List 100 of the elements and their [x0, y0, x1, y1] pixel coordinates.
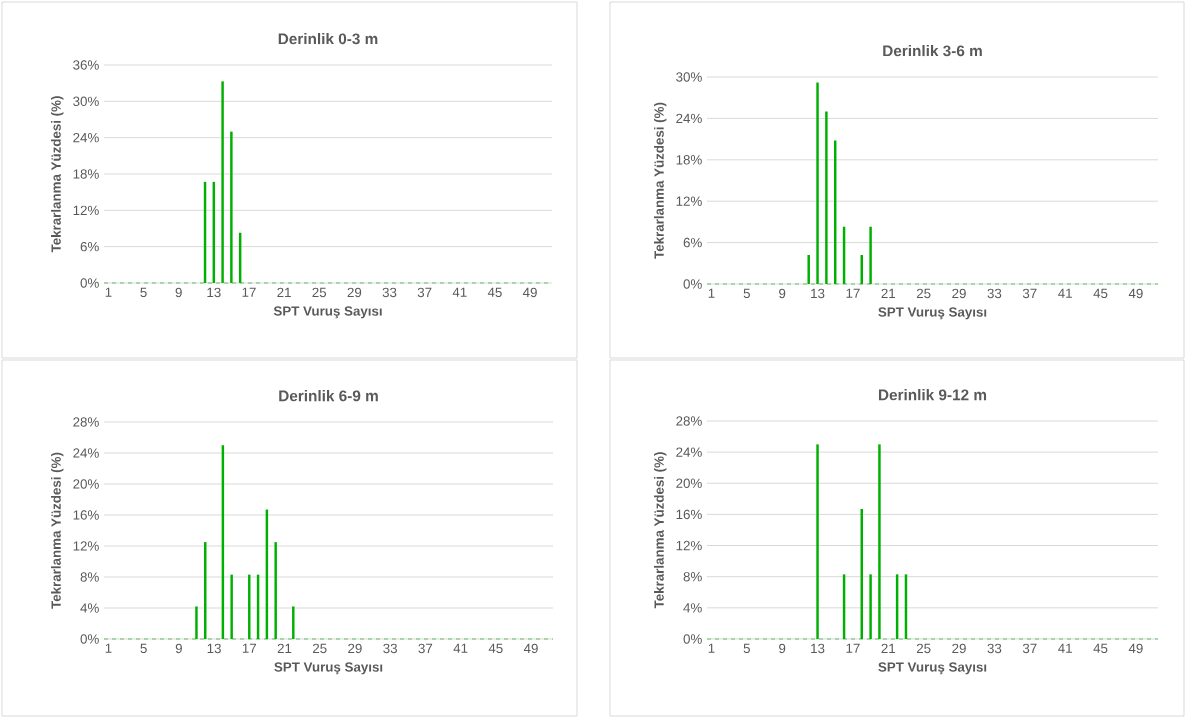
bar: [292, 606, 295, 639]
x-tick-label: 49: [523, 643, 538, 654]
x-tick-label: 33: [382, 287, 397, 298]
y-axis-title: Tekrarlanma Yüzdesi (%): [654, 452, 667, 609]
bar: [230, 574, 233, 639]
bar: [816, 444, 819, 639]
x-tick-label: 41: [1058, 643, 1072, 653]
x-tick-label: 17: [242, 643, 257, 653]
x-tick-label: 5: [140, 643, 147, 653]
y-tick-label: 12%: [73, 205, 99, 216]
x-tick-label: 29: [347, 287, 362, 298]
x-tick-label: 45: [1093, 643, 1108, 653]
x-axis-title: SPT Vuruş Sayısı: [878, 307, 987, 320]
y-tick-label: 24%: [676, 113, 702, 124]
x-tick-label: 9: [175, 643, 182, 654]
x-tick-label: 13: [811, 643, 825, 654]
x-tick-label: 17: [242, 287, 256, 297]
chart-title: Derinlik 6-9 m: [279, 390, 378, 402]
x-tick-label: 5: [140, 287, 147, 297]
x-tick-label: 33: [987, 643, 1002, 654]
x-tick-label: 21: [277, 643, 292, 653]
x-tick-label: 41: [452, 287, 467, 297]
x-axis-title: SPT Vuruş Sayısı: [274, 662, 383, 675]
y-axis-title: Tekrarlanma Yüzdesi (%): [51, 452, 64, 609]
x-tick-label: 9: [779, 643, 786, 654]
y-tick-label: 18%: [676, 155, 702, 165]
y-tick-label: 12%: [676, 540, 702, 551]
y-tick-label: 24%: [73, 132, 99, 143]
y-tick-label: 20%: [676, 478, 702, 488]
bar: [221, 81, 224, 283]
x-tick-label: 37: [1022, 643, 1037, 654]
x-tick-label: 5: [743, 643, 750, 653]
y-tick-label: 24%: [676, 447, 702, 457]
x-tick-label: 21: [881, 288, 896, 298]
x-tick-label: 1: [105, 643, 112, 653]
y-tick-label: 6%: [683, 237, 702, 248]
x-tick-label: 41: [1058, 288, 1072, 298]
x-tick-label: 41: [453, 643, 468, 653]
bar: [878, 444, 881, 639]
y-tick-label: 16%: [73, 510, 99, 520]
x-tick-label: 45: [488, 643, 503, 653]
y-tick-label: 8%: [80, 572, 99, 582]
y-tick-label: 20%: [73, 479, 99, 489]
y-tick-label: 18%: [73, 169, 99, 179]
x-tick-label: 49: [1128, 643, 1143, 654]
x-tick-label: 45: [487, 287, 502, 297]
x-tick-label: 25: [312, 287, 327, 298]
x-tick-label: 33: [383, 643, 397, 654]
y-tick-label: 12%: [73, 541, 99, 551]
bar: [869, 226, 872, 284]
y-tick-label: 0%: [683, 279, 702, 289]
x-tick-label: 49: [522, 287, 537, 298]
bar: [195, 606, 198, 639]
y-tick-label: 16%: [676, 509, 702, 520]
y-tick-label: 24%: [73, 448, 99, 458]
bar: [869, 574, 872, 639]
bar: [274, 542, 277, 639]
chart-title: Derinlik 0-3 m: [278, 33, 378, 45]
x-tick-label: 17: [846, 288, 860, 298]
x-tick-label: 9: [175, 287, 182, 298]
x-tick-label: 21: [277, 287, 291, 298]
x-tick-label: 25: [916, 288, 931, 299]
bar: [825, 111, 828, 284]
x-tick-label: 37: [1022, 288, 1037, 299]
y-tick-label: 4%: [683, 603, 702, 613]
y-tick-label: 8%: [683, 571, 702, 582]
x-tick-label: 5: [743, 288, 750, 298]
x-axis-title: SPT Vuruş Sayısı: [878, 662, 987, 675]
y-tick-label: 30%: [676, 72, 702, 82]
x-tick-label: 1: [708, 288, 715, 298]
bar: [230, 131, 233, 283]
x-tick-label: 25: [916, 643, 931, 654]
x-tick-label: 49: [1128, 288, 1143, 299]
x-tick-label: 9: [779, 288, 786, 299]
x-tick-label: 45: [1093, 288, 1108, 298]
y-tick-label: 6%: [80, 241, 99, 252]
x-tick-label: 21: [881, 643, 896, 653]
x-tick-label: 13: [207, 643, 221, 654]
y-axis-title: Tekrarlanma Yüzdesi (%): [654, 102, 667, 259]
x-tick-label: 13: [207, 287, 221, 298]
y-tick-label: 4%: [80, 603, 99, 613]
x-tick-label: 37: [417, 287, 432, 298]
y-tick-label: 12%: [676, 196, 702, 206]
x-tick-label: 25: [312, 643, 327, 654]
x-tick-label: 17: [846, 643, 860, 653]
x-tick-label: 37: [418, 643, 433, 654]
bar: [807, 255, 810, 284]
x-tick-label: 33: [987, 288, 1002, 299]
y-tick-label: 28%: [676, 416, 702, 426]
x-tick-label: 1: [105, 287, 112, 297]
y-tick-label: 0%: [80, 278, 99, 288]
y-tick-label: 30%: [73, 96, 99, 107]
x-tick-label: 29: [952, 643, 966, 654]
bar: [248, 574, 251, 639]
x-tick-label: 29: [348, 643, 362, 654]
x-tick-label: 29: [952, 288, 966, 299]
y-tick-label: 28%: [73, 417, 99, 427]
x-tick-label: 1: [708, 643, 715, 653]
x-axis-title: SPT Vuruş Sayısı: [273, 306, 382, 319]
bar: [816, 82, 819, 284]
